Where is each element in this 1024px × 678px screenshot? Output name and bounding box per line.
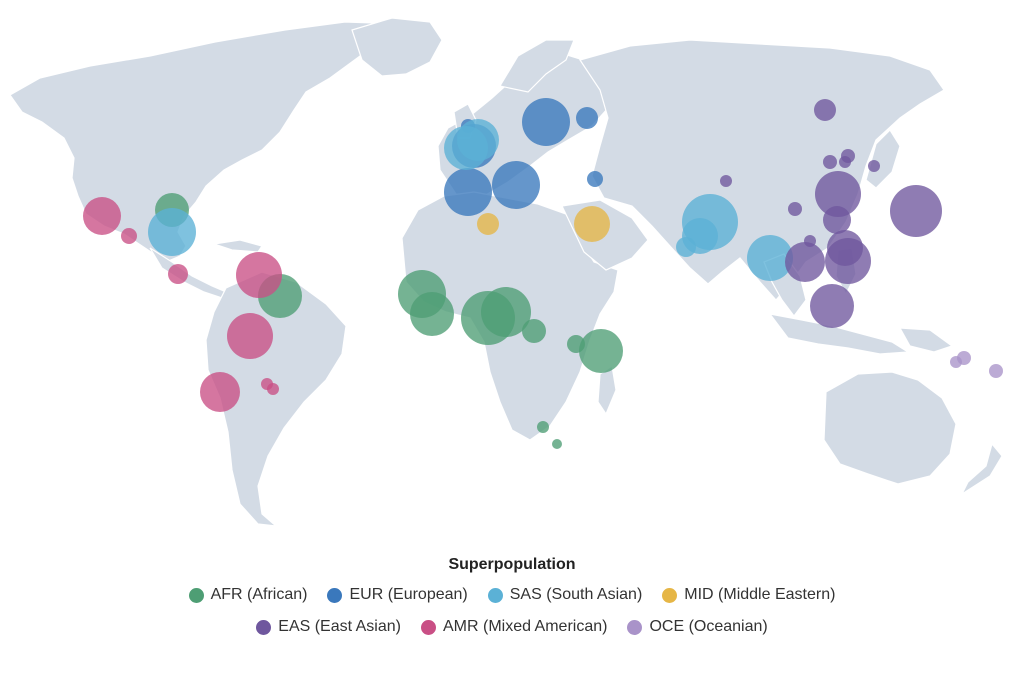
population-bubble-eas-41[interactable]: [810, 284, 854, 328]
legend-item-eur[interactable]: EUR (European): [327, 586, 468, 604]
population-bubble-eas-28[interactable]: [823, 155, 837, 169]
population-bubble-eur-15[interactable]: [444, 168, 492, 216]
legend-item-afr[interactable]: AFR (African): [188, 586, 308, 604]
population-bubble-afr-8[interactable]: [579, 329, 623, 373]
legend-row-1: AFR (African) EUR (European) SAS (South …: [0, 586, 1024, 604]
population-bubble-amr-43[interactable]: [121, 228, 137, 244]
population-bubble-mid-26[interactable]: [574, 206, 610, 242]
population-bubble-oce-52[interactable]: [989, 364, 1003, 378]
population-bubble-amr-44[interactable]: [168, 264, 188, 284]
landmass-australia: [823, 371, 957, 485]
population-bubble-amr-45[interactable]: [236, 252, 282, 298]
population-bubble-eas-40[interactable]: [825, 238, 871, 284]
landmass-japan: [865, 129, 901, 189]
landmass-new-guinea: [898, 327, 954, 353]
population-bubble-amr-47[interactable]: [200, 372, 240, 412]
population-bubble-afr-9[interactable]: [537, 421, 549, 433]
landmass-madagascar: [597, 364, 617, 416]
population-bubble-eas-33[interactable]: [788, 202, 802, 216]
landmass-caribbean: [213, 239, 263, 253]
legend-label-amr: AMR (Mixed American): [442, 618, 608, 635]
legend-label-eas: EAS (East Asian): [278, 618, 401, 635]
population-bubble-eur-17[interactable]: [587, 171, 603, 187]
population-bubble-sas-19[interactable]: [457, 119, 499, 161]
population-bubble-sas-24[interactable]: [747, 235, 793, 281]
legend-row-2: EAS (East Asian) AMR (Mixed American) OC…: [0, 618, 1024, 636]
landmass-greenland: [351, 17, 443, 77]
population-bubble-afr-3[interactable]: [410, 292, 454, 336]
legend-item-oce[interactable]: OCE (Oceanian): [627, 618, 768, 636]
population-bubble-amr-42[interactable]: [83, 197, 121, 235]
landmass-new-zealand: [960, 442, 1003, 496]
population-bubble-eas-35[interactable]: [823, 206, 851, 234]
population-bubble-eas-32[interactable]: [720, 175, 732, 187]
population-bubble-afr-5[interactable]: [481, 287, 531, 337]
legend-dot-eur-icon: [327, 587, 343, 603]
legend-label-eur: EUR (European): [349, 586, 468, 603]
legend-dot-mid-icon: [662, 587, 678, 603]
landmass-scandinavia: [499, 39, 575, 93]
population-bubble-eur-16[interactable]: [492, 161, 540, 209]
population-bubble-afr-6[interactable]: [522, 319, 546, 343]
map-canvas: [9, 17, 1003, 527]
population-bubble-eur-11[interactable]: [522, 98, 570, 146]
population-bubble-oce-51[interactable]: [950, 356, 962, 368]
legend-dot-eas-icon: [256, 619, 272, 635]
legend-label-sas: SAS (South Asian): [509, 586, 643, 603]
legend-dot-oce-icon: [627, 619, 643, 635]
legend-dot-afr-icon: [188, 587, 204, 603]
legend-title: Superpopulation: [448, 556, 576, 573]
population-bubble-amr-46[interactable]: [227, 313, 273, 359]
legend-item-amr[interactable]: AMR (Mixed American): [420, 618, 608, 636]
population-bubble-sas-20[interactable]: [148, 208, 196, 256]
population-bubble-mid-25[interactable]: [477, 213, 499, 235]
legend-label-afr: AFR (African): [210, 586, 308, 603]
population-bubble-eas-27[interactable]: [814, 99, 836, 121]
bubble-layer: [83, 98, 1003, 449]
legend-label-mid: MID (Middle Eastern): [684, 586, 836, 603]
legend-item-mid[interactable]: MID (Middle Eastern): [662, 586, 835, 604]
legend-item-sas[interactable]: SAS (South Asian): [487, 586, 643, 604]
landmass-north-america: [9, 21, 406, 263]
population-bubble-eas-31[interactable]: [868, 160, 880, 172]
population-bubble-eas-36[interactable]: [890, 185, 942, 237]
legend: Superpopulation AFR (African) EUR (Europ…: [0, 556, 1024, 650]
population-bubble-amr-49[interactable]: [267, 383, 279, 395]
landmass-central-america: [149, 247, 227, 299]
legend-item-eas[interactable]: EAS (East Asian): [256, 618, 401, 636]
legend-dot-amr-icon: [420, 619, 436, 635]
world-map: [9, 17, 1003, 527]
population-bubble-sas-23[interactable]: [676, 237, 696, 257]
population-bubble-eur-12[interactable]: [576, 107, 598, 129]
legend-label-oce: OCE (Oceanian): [649, 618, 768, 635]
population-bubble-eas-30[interactable]: [839, 156, 851, 168]
population-bubble-eas-34[interactable]: [815, 171, 861, 217]
legend-dot-sas-icon: [487, 587, 503, 603]
population-bubble-eas-38[interactable]: [785, 242, 825, 282]
population-bubble-afr-10[interactable]: [552, 439, 562, 449]
